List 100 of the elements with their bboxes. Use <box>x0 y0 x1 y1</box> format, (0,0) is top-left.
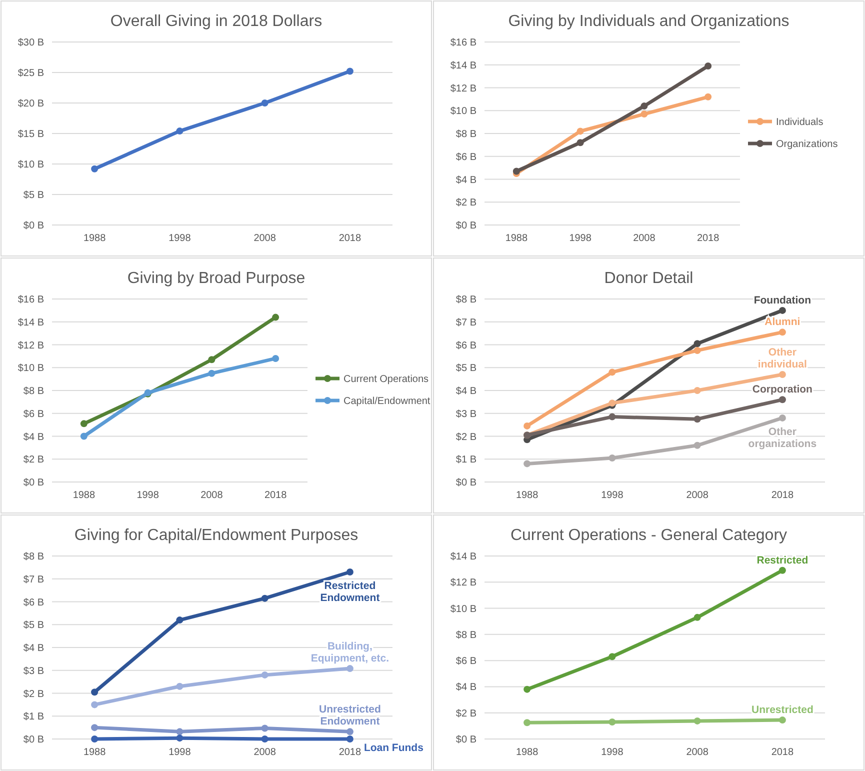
point <box>261 724 268 732</box>
chart-title: Giving by Broad Purpose <box>127 270 306 287</box>
series-label: Restricted Endowment <box>320 580 380 604</box>
y-tick-label: $5 B <box>23 620 44 632</box>
point <box>576 139 584 146</box>
point <box>91 701 98 708</box>
series-label: Unrestricted Endowment <box>319 704 381 728</box>
series-label: Alumni <box>764 316 800 328</box>
point <box>512 168 520 175</box>
point <box>80 420 88 428</box>
y-tick-label: $8 B <box>23 552 44 562</box>
y-tick-label: $2 B <box>456 432 477 443</box>
point <box>778 566 786 574</box>
x-tick-label: 2018 <box>696 233 720 244</box>
chart-title: Overall Giving in 2018 Dollars <box>110 13 322 30</box>
chart-title: Current Operations - General Category <box>510 527 788 544</box>
y-tick-label: $6 B <box>456 340 477 352</box>
x-tick-label: 1988 <box>83 747 106 758</box>
point <box>778 306 786 314</box>
x-tick-label: 2008 <box>686 747 709 758</box>
x-tick-label: 2018 <box>771 490 794 501</box>
legend-label: Capital/Endowment <box>344 396 430 407</box>
series-label: Building, Equipment, etc. <box>310 640 390 665</box>
legend-label: Individuals <box>776 117 824 128</box>
x-tick-label: 1988 <box>516 747 539 758</box>
y-tick-label: $15 B <box>18 129 44 140</box>
point <box>640 110 648 118</box>
legend-label: Current Operations <box>344 374 429 385</box>
y-tick-label: $0 B <box>456 478 477 488</box>
point <box>91 724 98 732</box>
point <box>208 356 216 364</box>
point <box>346 736 354 742</box>
y-tick-label: $0 B <box>23 478 44 488</box>
y-tick-label: $0 B <box>456 734 477 746</box>
y-tick-label: $16 B <box>450 38 477 48</box>
y-tick-label: $3 B <box>456 408 477 420</box>
point <box>778 370 786 378</box>
x-tick-label: 1988 <box>83 233 106 244</box>
y-tick-label: $1 B <box>23 712 44 723</box>
point <box>694 717 701 724</box>
y-tick-label: $14 B <box>450 60 477 72</box>
x-tick-label: 1998 <box>569 233 592 244</box>
series-label: Unrestricted <box>752 704 814 716</box>
point <box>524 686 531 693</box>
series-label: Restricted <box>756 554 808 566</box>
point <box>694 346 701 354</box>
point <box>176 682 184 690</box>
y-tick-label: $12 B <box>450 83 477 94</box>
x-tick-label: 2008 <box>200 490 224 501</box>
point <box>208 370 216 377</box>
y-tick-label: $7 B <box>23 574 44 586</box>
x-tick-label: 2018 <box>264 490 288 501</box>
x-tick-label: 2018 <box>338 233 362 244</box>
y-tick-label: $14 B <box>18 317 44 328</box>
y-tick-label: $6 B <box>456 656 477 668</box>
series-label: Loan Funds <box>364 742 424 754</box>
point <box>272 314 280 321</box>
point <box>346 68 354 75</box>
point <box>524 719 531 726</box>
series-label: Other organizations <box>748 426 817 450</box>
y-tick-label: $3 B <box>23 666 44 677</box>
y-tick-label: $20 B <box>18 98 44 110</box>
y-tick-label: $2 B <box>456 198 477 209</box>
point <box>261 100 268 106</box>
y-tick-label: $10 B <box>18 160 44 170</box>
x-tick-label: 1998 <box>601 490 624 501</box>
x-tick-label: 2008 <box>254 233 276 244</box>
point <box>91 736 98 742</box>
y-tick-label: $2 B <box>456 708 477 720</box>
point <box>778 414 786 422</box>
point <box>608 368 616 376</box>
x-tick-label: 2008 <box>254 747 276 758</box>
y-tick-label: $8 B <box>456 129 477 140</box>
point <box>91 165 98 172</box>
point <box>524 422 531 430</box>
y-tick-label: $2 B <box>23 688 44 700</box>
x-tick-label: 1988 <box>72 490 96 501</box>
point <box>261 594 268 602</box>
y-tick-label: $1 B <box>456 454 477 466</box>
point <box>608 718 616 726</box>
point <box>91 688 98 696</box>
x-tick-label: 1998 <box>136 490 160 501</box>
y-tick-label: $8 B <box>456 294 477 306</box>
point <box>694 416 701 423</box>
x-tick-label: 2018 <box>771 747 794 758</box>
y-tick-label: $10 B <box>450 106 477 118</box>
y-tick-label: $25 B <box>18 68 44 79</box>
chart-title: Giving for Capital/Endowment Purposes <box>74 527 358 544</box>
x-tick-label: 1998 <box>168 233 192 244</box>
y-tick-label: $8 B <box>456 630 477 641</box>
y-tick-label: $6 B <box>23 597 44 608</box>
y-tick-label: $4 B <box>456 386 477 397</box>
y-tick-label: $6 B <box>23 408 44 420</box>
y-tick-label: $0 B <box>23 220 44 232</box>
point <box>694 614 701 621</box>
point <box>694 442 701 449</box>
chart-title: Donor Detail <box>604 270 694 287</box>
point <box>261 671 268 678</box>
y-tick-label: $6 B <box>456 152 477 163</box>
point <box>524 460 531 468</box>
